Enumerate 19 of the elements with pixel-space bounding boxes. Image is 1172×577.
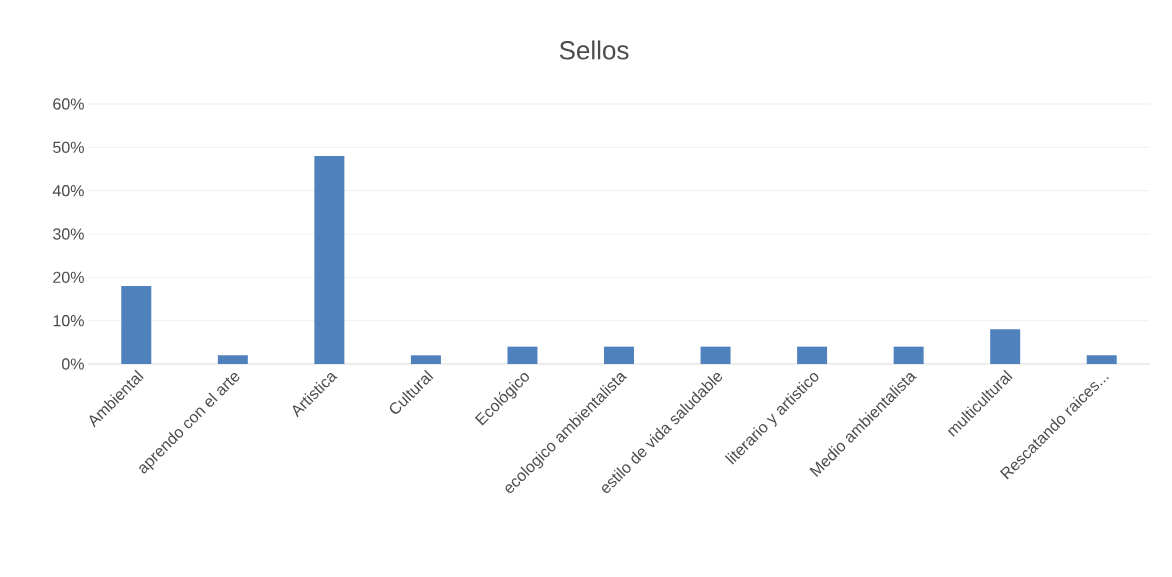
bar — [410, 355, 441, 364]
y-tick-label: 50% — [53, 141, 84, 153]
bar — [604, 346, 635, 364]
y-tick-label: 60% — [53, 98, 84, 110]
bar — [990, 329, 1021, 364]
bar — [507, 346, 538, 364]
bar — [893, 346, 924, 364]
y-tick-label: 20% — [53, 271, 84, 283]
y-tick-label: 10% — [53, 315, 84, 327]
y-tick-label: 40% — [52, 185, 84, 197]
bar — [314, 156, 345, 364]
bar — [700, 346, 731, 364]
bar — [121, 285, 152, 364]
y-tick-label: 0% — [61, 358, 84, 370]
y-tick-label: 30% — [53, 228, 84, 240]
bar — [1086, 355, 1117, 364]
chart-title: Sellos — [559, 40, 629, 60]
bar — [797, 346, 828, 364]
bar — [217, 355, 248, 364]
